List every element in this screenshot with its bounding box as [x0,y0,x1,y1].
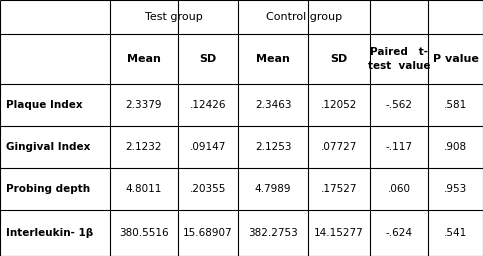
Text: Gingival Index: Gingival Index [6,142,90,152]
Text: Plaque Index: Plaque Index [6,100,83,110]
Text: Probing depth: Probing depth [6,184,90,194]
Text: .581: .581 [444,100,467,110]
Text: 380.5516: 380.5516 [119,228,169,238]
Text: -.117: -.117 [385,142,412,152]
Text: Interleukin- 1β: Interleukin- 1β [6,228,93,238]
Text: .07727: .07727 [321,142,357,152]
Text: Control group: Control group [266,12,342,22]
Text: .12052: .12052 [321,100,357,110]
Text: Paired   t-
test  value: Paired t- test value [368,47,430,71]
Text: .060: .060 [387,184,411,194]
Text: .20355: .20355 [190,184,226,194]
Text: SD: SD [199,54,216,64]
Text: Mean: Mean [256,54,290,64]
Text: .953: .953 [444,184,467,194]
Text: .09147: .09147 [190,142,226,152]
Text: .908: .908 [444,142,467,152]
Text: 2.1232: 2.1232 [126,142,162,152]
Text: -.624: -.624 [385,228,412,238]
Text: .541: .541 [444,228,467,238]
Text: 382.2753: 382.2753 [248,228,298,238]
Text: Test group: Test group [145,12,203,22]
Text: -.562: -.562 [385,100,412,110]
Text: Mean: Mean [127,54,161,64]
Text: 2.1253: 2.1253 [255,142,291,152]
Text: 4.8011: 4.8011 [126,184,162,194]
Text: 2.3379: 2.3379 [126,100,162,110]
Text: SD: SD [330,54,348,64]
Text: 14.15277: 14.15277 [314,228,364,238]
Text: 2.3463: 2.3463 [255,100,291,110]
Text: 15.68907: 15.68907 [183,228,233,238]
Text: .12426: .12426 [190,100,226,110]
Text: .17527: .17527 [321,184,357,194]
Text: 4.7989: 4.7989 [255,184,291,194]
Text: P value: P value [433,54,479,64]
